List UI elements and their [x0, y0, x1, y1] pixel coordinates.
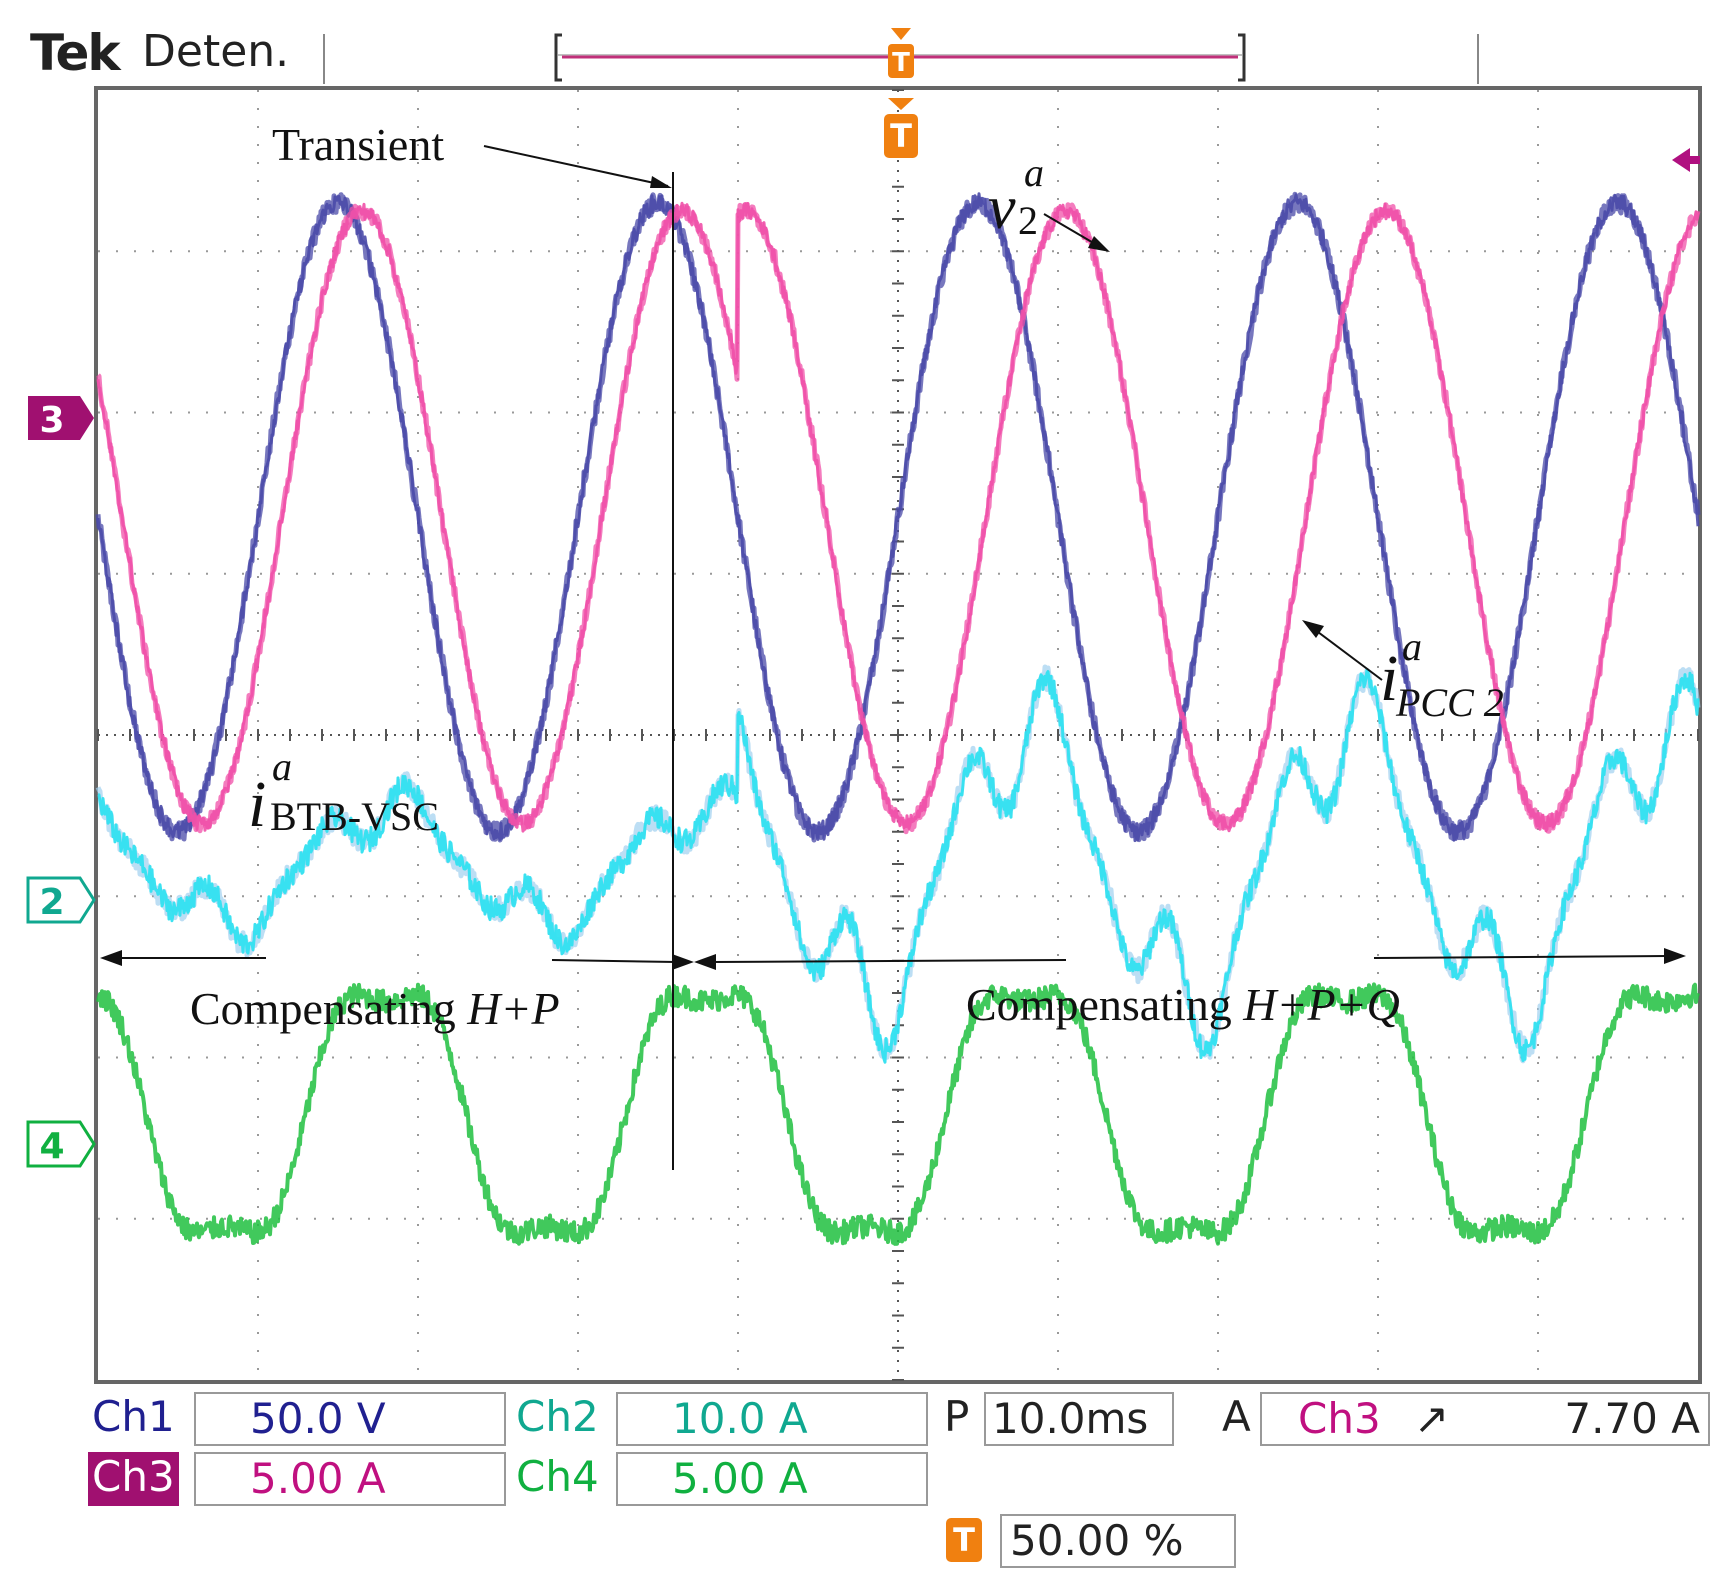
ipcc-arrow	[1309, 625, 1383, 681]
ch3-label[interactable]: Ch3	[88, 1452, 179, 1506]
trigger-prefix: A	[1222, 1392, 1251, 1441]
comp1-mode: H+P	[466, 983, 559, 1034]
trigger-source: Ch3	[1298, 1394, 1381, 1443]
ipcc-symbol: i	[1380, 642, 1398, 715]
ch3-scale[interactable]: 5.00 A	[194, 1452, 506, 1506]
ch4-trace	[96, 982, 1700, 1246]
ch1-label[interactable]: Ch1	[92, 1392, 175, 1441]
comp1-prefix: Compensating	[190, 983, 467, 1034]
trigger-slope-icon: ↗	[1414, 1394, 1450, 1443]
comp2-arrow-right	[1373, 955, 1669, 959]
timebase-value[interactable]: 10.0ms	[984, 1392, 1174, 1446]
ch1-trace-core	[96, 192, 1700, 843]
ibtb-symbol: i	[248, 768, 266, 841]
ibtb-sub: BTB-VSC	[270, 794, 439, 839]
ch2-trace	[97, 668, 1700, 1064]
comp1-arrow-right	[551, 959, 677, 963]
ipcc-sup: a	[1402, 624, 1422, 669]
channel-2-marker: 2	[26, 876, 96, 924]
trigger-position-marker: T	[892, 48, 910, 78]
transient-arrow	[483, 145, 669, 187]
ch2-label[interactable]: Ch2	[516, 1392, 599, 1441]
v2-label: v	[988, 174, 1016, 242]
ch2-scale[interactable]: 10.0 A	[616, 1392, 928, 1446]
ch1-scale[interactable]: 50.0 V	[194, 1392, 506, 1446]
trigger-level: 7.70 A	[1564, 1394, 1700, 1443]
comp2-label: Compensating H+P+Q	[966, 979, 1400, 1030]
comp1-label: Compensating H+P	[190, 983, 560, 1034]
trigger-position-icon: T	[946, 1518, 982, 1562]
transient-label: Transient	[272, 119, 444, 170]
trigger-marker-label: T	[890, 117, 912, 155]
channel-4-marker: 4	[26, 1120, 96, 1168]
ibtb-sup: a	[272, 744, 292, 789]
waveform-traces	[95, 191, 1701, 1246]
channel-2-marker-label: 2	[39, 882, 64, 923]
ch4-label[interactable]: Ch4	[516, 1452, 599, 1501]
timebase-prefix: P	[944, 1392, 970, 1441]
trigger-marker: T	[884, 98, 918, 158]
v2-sub: 2	[1018, 198, 1038, 243]
brand-logo: Tek	[30, 24, 121, 82]
ipcc-sub: PCC 2	[1395, 680, 1504, 725]
comp2-prefix: Compensating	[966, 979, 1243, 1030]
ch-offscreen-arrow-icon	[1672, 148, 1700, 172]
v2-sup: a	[1024, 150, 1044, 195]
trigger-readout[interactable]: Ch3 ↗ 7.70 A	[1260, 1392, 1710, 1446]
channel-3-marker: 3	[28, 396, 94, 441]
ch3-trace-core	[96, 201, 1700, 833]
comp2-arrow-left	[711, 959, 1067, 963]
trigger-position-value[interactable]: 50.00 %	[1000, 1514, 1236, 1568]
v2-symbol: v	[988, 174, 1016, 242]
channel-3-marker-label: 3	[39, 400, 64, 441]
ch4-scale[interactable]: 5.00 A	[616, 1452, 928, 1506]
channel-4-marker-label: 4	[39, 1126, 64, 1167]
trigger-position-bar: T	[554, 28, 1246, 82]
comp2-mode: H+P+Q	[1242, 979, 1400, 1030]
acquisition-status: Deten.	[142, 26, 290, 77]
